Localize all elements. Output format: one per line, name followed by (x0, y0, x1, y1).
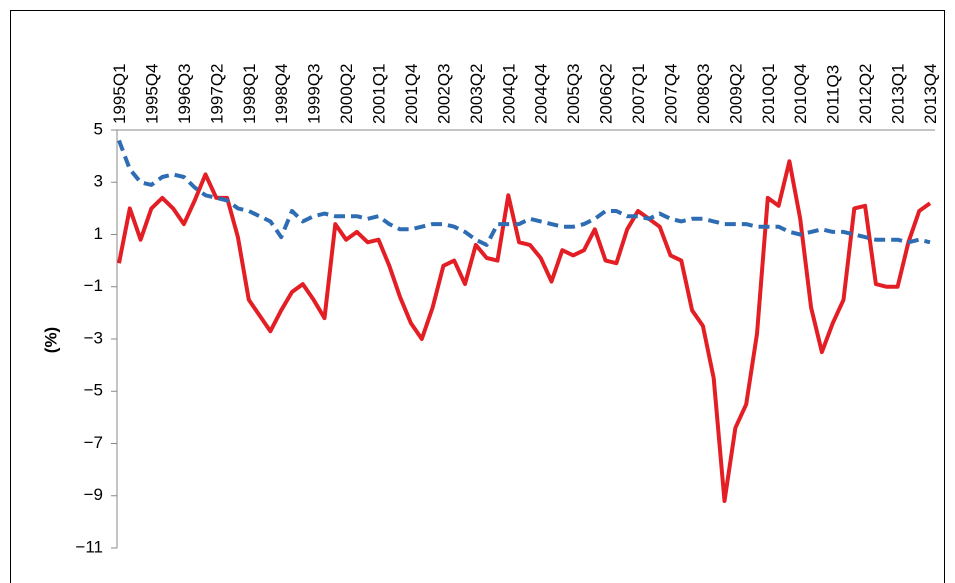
x-tick-label: 1997Q2 (207, 64, 226, 125)
y-tick-label: −7 (84, 433, 103, 452)
y-tick-label: −11 (75, 537, 103, 556)
x-tick-label: 2005Q3 (564, 64, 583, 125)
x-tick-label: 2001Q4 (402, 64, 421, 125)
series-line (117, 159, 932, 503)
x-tick-label: 2000Q2 (337, 64, 356, 125)
x-tick-label: 1998Q1 (240, 64, 259, 125)
x-tick-label: 2010Q4 (791, 64, 810, 125)
x-tick-label: 2012Q2 (856, 64, 875, 125)
y-tick-label: 1 (94, 224, 103, 243)
x-tick-label: 2003Q2 (467, 64, 486, 125)
x-tick-label: 2004Q1 (499, 64, 518, 125)
x-tick-label: 2007Q1 (629, 64, 648, 125)
x-tick-label: 2010Q1 (759, 64, 778, 125)
y-tick-label: −5 (84, 381, 103, 400)
x-tick-label: 1999Q3 (305, 64, 324, 125)
x-tick-label: 2007Q4 (661, 64, 680, 125)
x-tick-label: 1995Q4 (142, 64, 161, 125)
y-tick-label: −3 (84, 328, 103, 347)
x-tick-label: 2006Q2 (597, 64, 616, 125)
y-tick-label: 3 (94, 172, 103, 191)
x-tick-label: 1996Q3 (175, 64, 194, 125)
frame (10, 10, 945, 583)
series-line (117, 139, 931, 247)
x-tick-label: 2004Q4 (532, 64, 551, 125)
x-tick-label: 1995Q1 (110, 64, 129, 125)
x-tick-label: 2013Q1 (889, 64, 908, 125)
x-tick-label: 2013Q4 (921, 64, 940, 125)
x-tick-label: 2001Q1 (370, 64, 389, 125)
x-tick-label: 2009Q2 (726, 64, 745, 125)
y-axis-label: (%) (41, 327, 60, 353)
y-tick-label: 5 (94, 119, 103, 138)
x-tick-label: 2008Q3 (694, 64, 713, 125)
y-tick-label: −9 (84, 485, 103, 504)
y-tick-label: −1 (84, 276, 103, 295)
x-tick-label: 2002Q3 (434, 64, 453, 125)
x-tick-label: 2011Q3 (824, 65, 843, 124)
x-tick-label: 1998Q4 (272, 64, 291, 125)
